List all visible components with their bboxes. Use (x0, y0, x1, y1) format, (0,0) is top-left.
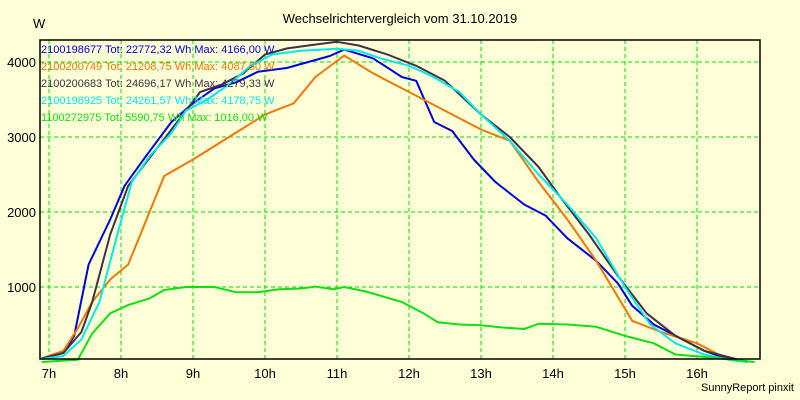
x-tick-label: 12h (398, 366, 420, 381)
x-tick-label: 9h (186, 366, 200, 381)
legend-entry-2100198677: 2100198677 Tot: 22772,32 Wh Max: 4166,00… (41, 44, 275, 56)
x-tick-label: 7h (42, 366, 56, 381)
x-tick-label: 8h (114, 366, 128, 381)
legend-entry-1100272975: 1100272975 Tot: 5590,75 Wh Max: 1016,00 … (41, 112, 268, 124)
y-tick-labels: 1000 2000 3000 4000 (7, 55, 36, 295)
x-tick-labels: 7h 8h 9h 10h 11h 12h 13h 14h 15h 16h (42, 366, 708, 381)
series-line-2100198677 (41, 48, 748, 363)
legend-entry-2100198925: 2100198925 Tot: 24261,57 Wh Max: 4178,75… (41, 95, 275, 107)
series-line-1100272975 (41, 285, 755, 363)
series-line-2100198925 (41, 47, 748, 363)
x-tick-label: 13h (470, 366, 492, 381)
legend: 2100198677 Tot: 22772,32 Wh Max: 4166,00… (41, 42, 274, 127)
x-tick-label: 15h (614, 366, 636, 381)
x-tick-label: 14h (542, 366, 564, 381)
x-tick-label: 16h (686, 366, 708, 381)
y-tick-label: 1000 (7, 280, 36, 295)
y-tick-label: 4000 (7, 55, 36, 70)
legend-entry-2100200749: 2100200749 Tot: 21208,75 Wh Max: 4087,50… (41, 61, 275, 73)
series-lines (41, 40, 755, 363)
y-tick-label: 2000 (7, 205, 36, 220)
x-tick-label: 10h (254, 366, 276, 381)
plot-frame (39, 39, 761, 360)
y-axis-label: W (33, 16, 46, 31)
footer-credit: SunnyReport pinxit (701, 382, 794, 394)
legend-entry-2100200683: 2100200683 Tot: 24696,17 Wh Max: 4279,33… (41, 78, 275, 90)
chart-title: Wechselrichtervergleich vom 31.10.2019 (282, 11, 518, 26)
x-tick-label: 11h (327, 366, 348, 381)
y-tick-label: 3000 (7, 130, 36, 145)
series-line-2100200749 (41, 54, 748, 363)
